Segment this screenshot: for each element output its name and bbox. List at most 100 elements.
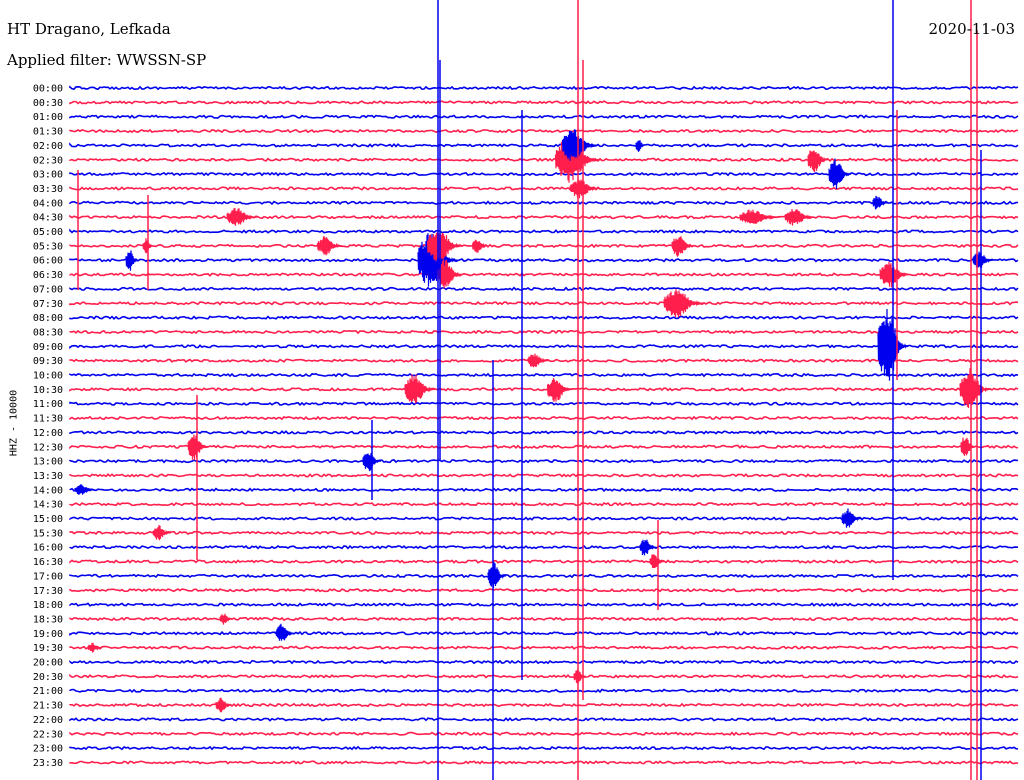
row-time-label: 07:00	[33, 284, 63, 295]
event-burst	[841, 508, 863, 528]
event-burst	[972, 251, 994, 268]
row-time-label: 23:30	[33, 758, 63, 769]
trace-row	[69, 487, 1019, 493]
row-time-label: 00:00	[33, 84, 63, 95]
trace-row	[69, 544, 1019, 550]
row-time-label: 21:30	[33, 701, 63, 712]
station-title: HT Dragano, Lefkada	[7, 20, 171, 38]
trace-row	[69, 430, 1019, 435]
trace-row	[69, 673, 1019, 679]
row-time-label: 02:00	[33, 141, 63, 152]
trace-row	[69, 387, 1019, 392]
row-time-label: 02:30	[33, 155, 63, 166]
row-time-label: 13:30	[33, 471, 63, 482]
row-time-label: 09:30	[33, 356, 63, 367]
trace-row	[69, 142, 1019, 148]
row-time-label: 08:30	[33, 327, 63, 338]
event-burst	[436, 259, 463, 289]
row-time-label: 20:00	[33, 658, 63, 669]
row-time-label: 19:00	[33, 629, 63, 640]
event-burst	[663, 289, 705, 318]
trace-row	[69, 444, 1019, 450]
event-burst	[879, 261, 911, 288]
event-burst	[959, 368, 991, 409]
trace-row	[69, 329, 1019, 335]
trace-row	[69, 702, 1019, 708]
trace-row	[69, 372, 1019, 378]
row-time-label: 11:00	[33, 399, 63, 410]
row-time-label: 11:30	[33, 414, 63, 425]
event-burst	[649, 554, 665, 569]
trace-row	[69, 473, 1019, 478]
row-time-label: 12:00	[33, 428, 63, 439]
trace-row	[69, 301, 1019, 306]
row-time-label: 05:00	[33, 227, 63, 238]
trace-row	[69, 228, 1019, 234]
row-time-label: 15:30	[33, 528, 63, 539]
row-time-label: 22:00	[33, 715, 63, 726]
row-time-label: 18:00	[33, 600, 63, 611]
trace-row	[69, 214, 1019, 220]
event-burst	[573, 668, 587, 684]
row-time-label: 10:00	[33, 371, 63, 382]
seismic-traces	[69, 85, 1019, 765]
row-time-label: 05:30	[33, 241, 63, 252]
row-time-label: 17:30	[33, 586, 63, 597]
event-burst	[275, 623, 295, 641]
trace-row	[69, 272, 1019, 277]
trace-row	[69, 114, 1019, 120]
trace-row	[69, 171, 1019, 177]
event-burst	[828, 158, 852, 189]
event-burst	[152, 524, 172, 541]
trace-row	[69, 186, 1019, 191]
trace-row	[69, 344, 1019, 349]
filter-label: Applied filter: WWSSN-SP	[7, 51, 207, 69]
row-time-label: 07:30	[33, 299, 63, 310]
event-burst	[219, 613, 233, 625]
trace-row	[69, 286, 1019, 292]
event-burst	[635, 140, 645, 152]
trace-row	[69, 501, 1019, 507]
event-burst	[527, 353, 549, 368]
trace-row	[69, 415, 1019, 421]
trace-row	[69, 630, 1019, 636]
trace-row	[69, 128, 1019, 134]
event-burst	[316, 236, 343, 256]
event-burst	[807, 150, 829, 173]
event-burst	[125, 250, 139, 271]
row-time-label: 06:30	[33, 270, 63, 281]
event-burst	[471, 239, 488, 253]
row-time-label: 14:30	[33, 500, 63, 511]
row-time-label: 03:30	[33, 184, 63, 195]
row-time-label: 20:30	[33, 672, 63, 683]
row-time-label: 14:00	[33, 485, 63, 496]
event-burst	[226, 208, 258, 226]
row-time-label: 16:30	[33, 557, 63, 568]
trace-row	[69, 745, 1019, 751]
row-time-label: 23:00	[33, 744, 63, 755]
row-time-label: 10:30	[33, 385, 63, 396]
event-burst	[671, 236, 695, 257]
trace-row	[69, 659, 1019, 665]
trace-row	[69, 587, 1019, 593]
row-time-label: 01:00	[33, 112, 63, 123]
row-time-label: 22:30	[33, 729, 63, 740]
row-time-label: 04:30	[33, 213, 63, 224]
date-label: 2020-11-03	[928, 20, 1015, 38]
trace-row	[69, 530, 1019, 536]
trace-row	[69, 616, 1019, 622]
trace-row	[69, 760, 1019, 765]
event-burst	[546, 377, 573, 402]
event-burst	[487, 562, 507, 588]
trace-row	[69, 559, 1019, 564]
trace-row	[69, 200, 1019, 206]
row-time-label: 19:30	[33, 643, 63, 654]
channel-axis-label-text: HHZ - 10000	[8, 389, 20, 457]
event-burst	[404, 374, 436, 404]
trace-row	[69, 157, 1019, 163]
trace-row	[69, 315, 1019, 320]
event-burst	[87, 642, 103, 653]
trace-row	[69, 243, 1019, 249]
row-time-label: 18:30	[33, 614, 63, 625]
event-burst	[426, 232, 463, 262]
